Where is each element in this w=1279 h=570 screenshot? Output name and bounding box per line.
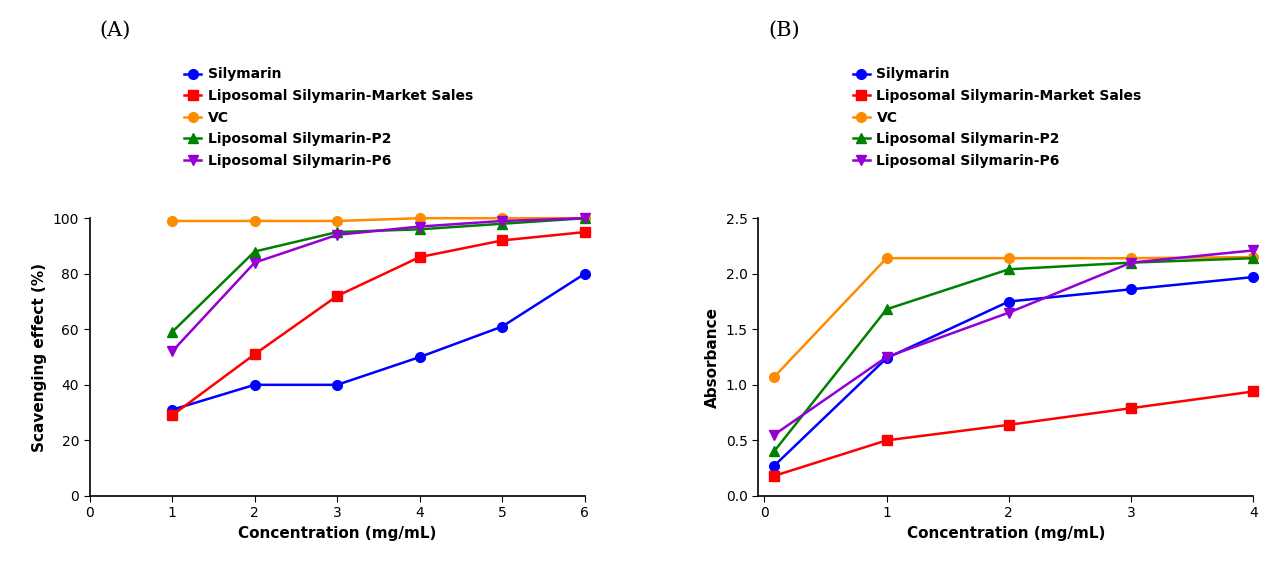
- X-axis label: Concentration (mg/mL): Concentration (mg/mL): [907, 526, 1105, 541]
- Legend: Silymarin, Liposomal Silymarin-Market Sales, VC, Liposomal Silymarin-P2, Liposom: Silymarin, Liposomal Silymarin-Market Sa…: [179, 62, 478, 173]
- X-axis label: Concentration (mg/mL): Concentration (mg/mL): [238, 526, 436, 541]
- Legend: Silymarin, Liposomal Silymarin-Market Sales, VC, Liposomal Silymarin-P2, Liposom: Silymarin, Liposomal Silymarin-Market Sa…: [847, 62, 1147, 173]
- Y-axis label: Scavenging effect (%): Scavenging effect (%): [32, 263, 47, 451]
- Text: (B): (B): [769, 21, 799, 40]
- Y-axis label: Absorbance: Absorbance: [705, 307, 720, 408]
- Text: (A): (A): [100, 21, 130, 40]
